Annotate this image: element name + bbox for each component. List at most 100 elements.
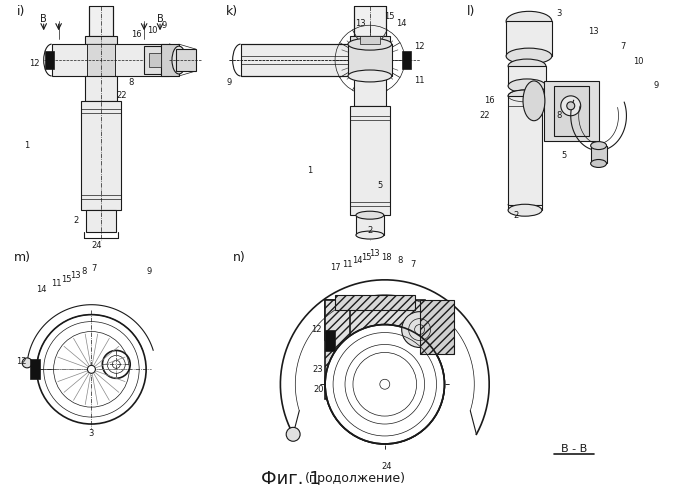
Circle shape	[286, 428, 300, 442]
Circle shape	[325, 324, 444, 444]
Bar	[87, 210, 117, 232]
Text: 12: 12	[311, 325, 321, 334]
Bar	[356, 215, 384, 235]
Text: 22: 22	[116, 92, 126, 100]
Text: 8: 8	[556, 112, 561, 120]
Bar	[44, 51, 53, 69]
Bar	[176, 49, 196, 71]
Text: 13: 13	[589, 26, 599, 36]
Text: 9: 9	[226, 78, 231, 88]
Text: 11: 11	[341, 260, 353, 270]
Text: 15: 15	[361, 254, 371, 262]
Ellipse shape	[506, 48, 552, 64]
Ellipse shape	[348, 38, 391, 50]
Bar	[350, 106, 390, 215]
Circle shape	[402, 312, 437, 348]
Text: 16: 16	[131, 30, 142, 38]
Bar	[325, 300, 425, 340]
Text: 9: 9	[654, 82, 659, 90]
Text: B: B	[157, 14, 163, 24]
Bar	[348, 44, 391, 76]
Bar	[354, 76, 386, 106]
Text: 24: 24	[91, 240, 101, 250]
Ellipse shape	[591, 142, 607, 150]
Text: 13: 13	[369, 250, 380, 258]
Bar	[591, 146, 607, 164]
Ellipse shape	[508, 79, 546, 93]
Ellipse shape	[523, 81, 545, 120]
Text: 22: 22	[479, 112, 489, 120]
Ellipse shape	[567, 102, 575, 110]
Bar	[402, 51, 411, 69]
Text: 12: 12	[414, 42, 425, 50]
Text: 16: 16	[335, 410, 346, 418]
Bar	[85, 76, 117, 101]
Text: 1: 1	[24, 141, 29, 150]
Text: 20: 20	[313, 384, 323, 394]
Text: 16: 16	[484, 96, 495, 106]
Text: 17: 17	[330, 264, 340, 272]
Text: 24: 24	[382, 462, 392, 471]
Text: 10: 10	[414, 384, 425, 394]
Bar	[354, 6, 386, 36]
Text: 14: 14	[37, 286, 47, 294]
Bar	[506, 22, 552, 56]
Bar	[51, 44, 169, 76]
Ellipse shape	[591, 160, 607, 168]
Ellipse shape	[172, 46, 186, 74]
Bar	[420, 300, 455, 354]
Text: 8: 8	[128, 78, 134, 88]
Text: 1: 1	[307, 166, 313, 175]
Bar	[30, 360, 40, 380]
Bar	[90, 6, 113, 36]
Text: 3: 3	[556, 9, 561, 18]
Ellipse shape	[356, 211, 384, 219]
Bar	[354, 44, 386, 76]
Text: 12: 12	[29, 58, 40, 68]
Text: 15: 15	[61, 276, 71, 284]
Bar	[508, 96, 542, 205]
Text: m): m)	[14, 252, 31, 264]
Ellipse shape	[348, 70, 391, 82]
Bar	[325, 330, 335, 351]
Text: 9: 9	[162, 21, 167, 30]
Text: 23: 23	[313, 365, 323, 374]
Ellipse shape	[506, 12, 552, 31]
Ellipse shape	[356, 231, 384, 239]
Text: B - B: B - B	[561, 444, 587, 454]
Text: 11: 11	[51, 280, 62, 288]
Text: i): i)	[17, 5, 25, 18]
Bar	[149, 53, 161, 67]
Bar	[161, 44, 179, 76]
Text: 8: 8	[82, 268, 87, 276]
Text: 9: 9	[146, 268, 152, 276]
Text: 2: 2	[367, 226, 373, 234]
Text: 12: 12	[17, 357, 27, 366]
Text: 3: 3	[372, 430, 378, 438]
Text: 13: 13	[355, 19, 365, 28]
Bar	[544, 81, 599, 140]
Text: 13: 13	[70, 272, 81, 280]
Text: 18: 18	[382, 254, 392, 262]
Bar	[85, 36, 117, 44]
Text: 5: 5	[378, 181, 382, 190]
Bar	[335, 294, 414, 310]
Ellipse shape	[508, 59, 546, 73]
Text: 14: 14	[396, 19, 407, 28]
Bar	[241, 44, 350, 76]
Text: 15: 15	[384, 12, 395, 21]
Bar	[508, 66, 546, 86]
Bar	[554, 86, 589, 136]
Text: 2: 2	[74, 216, 79, 224]
Bar	[325, 300, 350, 399]
Text: 8: 8	[397, 256, 403, 266]
Ellipse shape	[561, 96, 581, 116]
Text: 3: 3	[89, 430, 94, 438]
Ellipse shape	[508, 204, 542, 216]
Text: 7: 7	[620, 42, 626, 50]
Text: 10: 10	[633, 56, 643, 66]
Circle shape	[22, 358, 32, 368]
Bar	[350, 36, 390, 44]
Bar	[360, 36, 380, 44]
Text: 5: 5	[561, 151, 566, 160]
